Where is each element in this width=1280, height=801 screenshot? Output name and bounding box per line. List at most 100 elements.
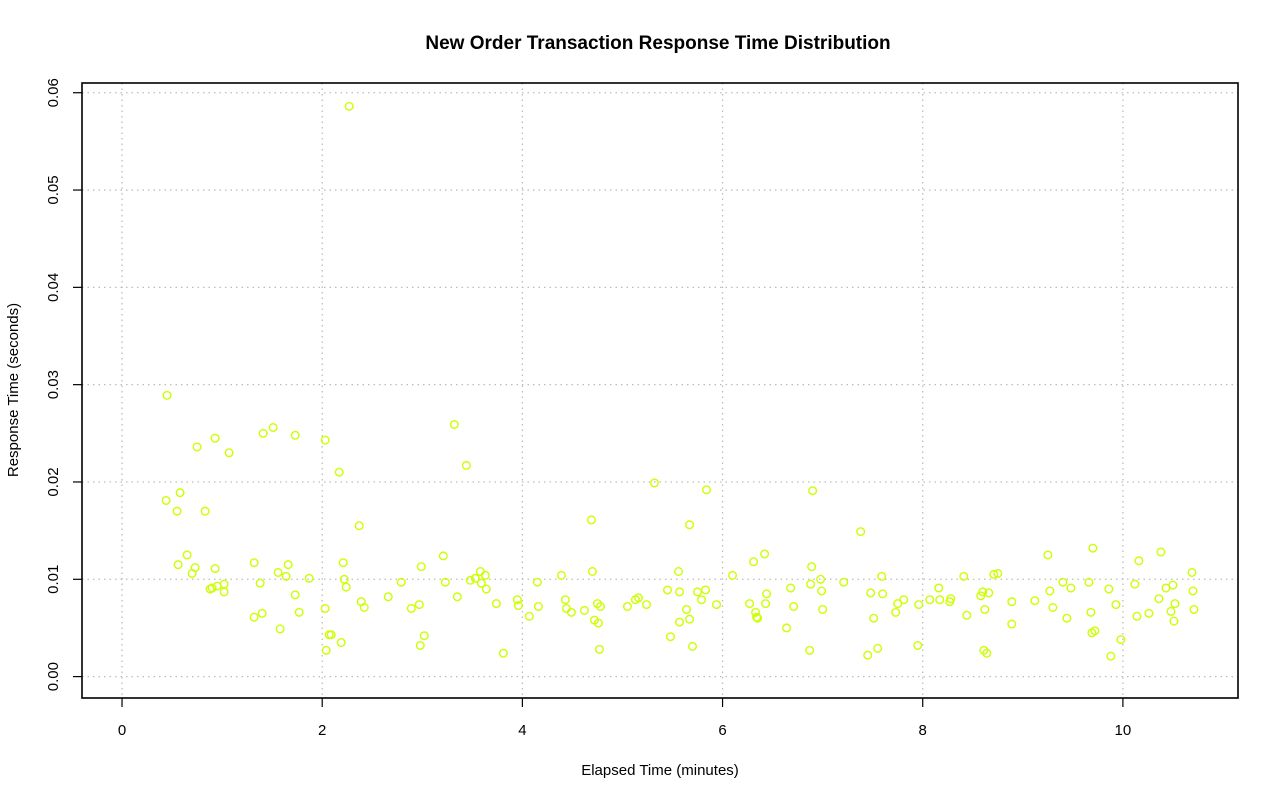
data-point — [878, 589, 888, 599]
data-point — [438, 551, 448, 561]
data-point — [290, 590, 300, 600]
data-point — [1154, 594, 1164, 604]
data-point — [682, 604, 692, 614]
data-point — [808, 486, 818, 496]
data-point — [566, 607, 576, 617]
data-point — [663, 585, 673, 595]
data-point — [304, 573, 314, 583]
data-point — [594, 644, 604, 654]
data-point — [1088, 543, 1098, 553]
data-point — [1086, 607, 1096, 617]
data-point — [891, 607, 901, 617]
data-point — [560, 595, 570, 605]
data-point — [1007, 597, 1017, 607]
data-point — [685, 614, 695, 624]
data-point — [675, 617, 685, 627]
data-point — [817, 586, 827, 596]
data-point — [396, 577, 406, 587]
data-point — [556, 570, 566, 580]
data-point — [702, 485, 712, 495]
x-tick-label: 2 — [318, 722, 326, 739]
data-point — [1043, 550, 1053, 560]
data-point — [979, 645, 989, 655]
x-axis-label: Elapsed Time (minutes) — [581, 762, 739, 779]
data-point — [532, 577, 542, 587]
data-point — [753, 613, 763, 623]
data-point — [207, 583, 217, 593]
data-point — [210, 564, 220, 574]
data-point — [210, 433, 220, 443]
data-point — [440, 577, 450, 587]
data-point — [674, 566, 684, 576]
data-point — [1189, 604, 1199, 614]
data-point — [962, 610, 972, 620]
data-point — [475, 566, 485, 576]
data-point — [1168, 580, 1178, 590]
data-point — [524, 611, 534, 621]
data-point — [899, 595, 909, 605]
data-point — [200, 506, 210, 516]
data-point — [805, 645, 815, 655]
data-point — [173, 560, 183, 570]
data-point — [498, 648, 508, 658]
data-point — [980, 604, 990, 614]
x-tick-label: 6 — [718, 722, 726, 739]
data-point — [219, 587, 229, 597]
data-point — [182, 550, 192, 560]
data-point — [1169, 616, 1179, 626]
data-point — [219, 579, 229, 589]
data-point — [935, 595, 945, 605]
data-point — [762, 589, 772, 599]
data-points — [161, 101, 1199, 661]
data-point — [622, 602, 632, 612]
data-point — [268, 422, 278, 432]
y-tick-label: 0.00 — [45, 662, 62, 691]
data-point — [452, 592, 462, 602]
data-point — [913, 640, 923, 650]
data-point — [481, 584, 491, 594]
data-point — [290, 430, 300, 440]
data-point — [1084, 577, 1094, 587]
data-point — [414, 600, 424, 610]
data-point — [751, 607, 761, 617]
data-point — [249, 612, 259, 622]
data-point — [415, 640, 425, 650]
data-point — [465, 575, 475, 585]
grid-lines — [82, 83, 1238, 698]
data-point — [1066, 583, 1076, 593]
data-point — [175, 488, 185, 498]
data-point — [273, 567, 283, 577]
data-point — [1116, 635, 1126, 645]
x-tick-label: 10 — [1115, 722, 1132, 739]
data-point — [416, 562, 426, 572]
data-point — [491, 599, 501, 609]
data-point — [586, 515, 596, 525]
data-point — [863, 650, 873, 660]
data-point — [786, 583, 796, 593]
data-point — [1166, 606, 1176, 616]
data-point — [406, 603, 416, 613]
data-point — [982, 648, 992, 658]
data-point — [818, 604, 828, 614]
data-point — [712, 600, 722, 610]
y-tick-label: 0.05 — [45, 175, 62, 204]
data-point — [959, 571, 969, 581]
x-tick-label: 4 — [518, 722, 526, 739]
data-point — [869, 613, 879, 623]
data-point — [275, 624, 285, 634]
data-point — [1130, 579, 1140, 589]
data-point — [470, 573, 480, 583]
data-point — [701, 585, 711, 595]
data-point — [354, 521, 364, 531]
data-point — [190, 563, 200, 573]
x-axis: 0 2 4 6 8 10 — [118, 698, 1131, 739]
data-point — [745, 599, 755, 609]
data-point — [192, 442, 202, 452]
data-point — [334, 467, 344, 477]
data-point — [1144, 608, 1154, 618]
data-point — [989, 569, 999, 579]
data-point — [592, 599, 602, 609]
y-tick-label: 0.01 — [45, 565, 62, 594]
data-point — [326, 630, 336, 640]
data-point — [587, 566, 597, 576]
